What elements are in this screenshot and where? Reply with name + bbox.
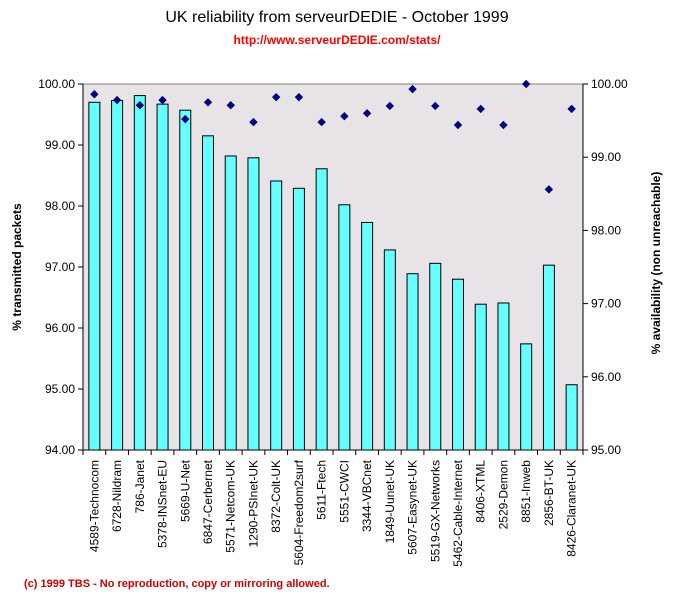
bar-transmitted-packets — [565, 384, 578, 451]
category-label: 5669-U-Net — [178, 459, 192, 522]
bar-transmitted-packets — [111, 99, 124, 451]
bar-transmitted-packets — [452, 278, 464, 451]
right-axis-tick-label: 96.00 — [591, 370, 621, 384]
marker-availability — [476, 104, 485, 114]
right-axis-title: % availability (non unreachable) — [649, 172, 663, 355]
marker-availability — [408, 84, 417, 94]
bar-transmitted-packets — [202, 135, 214, 451]
copyright-footer: (c) 1999 TBS - No reproduction, copy or … — [24, 578, 330, 590]
bar-transmitted-packets — [474, 303, 487, 451]
bar-transmitted-packets — [270, 180, 283, 451]
left-axis-tick-label: 99.00 — [45, 138, 75, 152]
bar-transmitted-packets — [542, 264, 555, 451]
marker-availability — [271, 92, 281, 102]
category-label: 2856-BT-UK — [542, 460, 556, 526]
marker-availability — [317, 117, 326, 127]
right-axis-tick-label: 95.00 — [591, 443, 621, 457]
right-axis-tick-label: 100.00 — [591, 77, 628, 91]
marker-availability — [431, 101, 440, 111]
bar-transmitted-packets — [406, 273, 419, 451]
marker-availability — [544, 185, 554, 194]
left-axis-tick-label: 94.00 — [45, 443, 75, 457]
category-label: 5462-Cable-Internet — [451, 459, 465, 566]
marker-availability — [249, 117, 258, 127]
category-label: 8372-Colt-UK — [269, 460, 283, 533]
right-axis-tick-label: 97.00 — [591, 297, 621, 311]
bar-transmitted-packets — [383, 249, 396, 451]
category-label: 1290-PSInet-UK — [246, 460, 260, 547]
bar-transmitted-packets — [88, 101, 101, 451]
marker-availability — [499, 120, 508, 130]
bar-transmitted-packets — [361, 221, 374, 451]
category-label: 8406-XTML — [474, 460, 488, 523]
bar-transmitted-packets — [224, 155, 237, 451]
marker-availability — [112, 95, 122, 105]
bar-transmitted-packets — [520, 343, 533, 451]
marker-availability — [135, 101, 145, 110]
category-label: 8851-Inweb — [519, 460, 533, 523]
bar-transmitted-packets — [497, 302, 510, 451]
marker-availability — [340, 112, 349, 121]
category-label: 5551-CWCI — [337, 460, 351, 523]
left-axis-tick-label: 98.00 — [45, 199, 75, 213]
marker-availability — [203, 98, 213, 107]
bar-transmitted-packets — [133, 95, 146, 451]
marker-availability — [521, 79, 531, 89]
marker-availability — [226, 101, 235, 110]
bar-transmitted-packets — [292, 187, 305, 451]
left-axis-tick-label: 100.00 — [38, 77, 75, 91]
category-label: 8426-Claranet-UK — [565, 460, 579, 557]
left-axis-tick-label: 95.00 — [45, 382, 75, 396]
left-axis-tick-label: 97.00 — [45, 260, 75, 274]
category-label: 5607-Easynet-UK — [406, 460, 420, 555]
category-label: 5604-Freedom2surf — [292, 459, 306, 565]
chart-subtitle: http://www.serveurDEDIE.com/stats/ — [233, 33, 441, 47]
right-axis-tick-label: 99.00 — [591, 150, 621, 164]
marker-availability — [567, 104, 576, 114]
category-label: 6847-Cerbernet — [201, 459, 215, 544]
category-label: 6728-Nildram — [110, 460, 124, 532]
category-label: 2529-Demon — [496, 460, 510, 529]
bar-transmitted-packets — [247, 157, 260, 451]
category-label: 5571-Netcom-UK — [224, 460, 238, 553]
bar-transmitted-packets — [156, 103, 169, 451]
category-label: 5611-Ftech — [315, 460, 329, 520]
marker-availability — [158, 95, 167, 105]
category-label: 3344-VBCnet — [360, 459, 374, 532]
category-label: 5378-INSnet-EU — [156, 460, 170, 548]
bar-transmitted-packets — [429, 262, 442, 451]
category-label: 4589-Technocom — [87, 460, 101, 552]
category-label: 786-Janet — [133, 459, 147, 513]
category-label: 1849-Uunet-UK — [383, 460, 397, 543]
marker-availability — [181, 114, 190, 124]
right-axis-tick-label: 98.00 — [591, 223, 621, 237]
marker-availability — [90, 90, 99, 99]
marker-availability — [453, 120, 463, 130]
bar-transmitted-packets — [315, 168, 328, 451]
chart-title: UK reliability from serveurDEDIE - Octob… — [165, 9, 509, 26]
marker-availability — [294, 92, 304, 102]
marker-availability — [385, 101, 395, 111]
left-axis-tick-label: 96.00 — [45, 321, 75, 335]
bar-transmitted-packets — [338, 204, 351, 451]
left-axis-title: % transmitted packets — [10, 203, 24, 331]
category-label: 5519-GX-Networks — [428, 460, 442, 562]
marker-availability — [362, 109, 372, 118]
bar-transmitted-packets — [179, 109, 192, 451]
